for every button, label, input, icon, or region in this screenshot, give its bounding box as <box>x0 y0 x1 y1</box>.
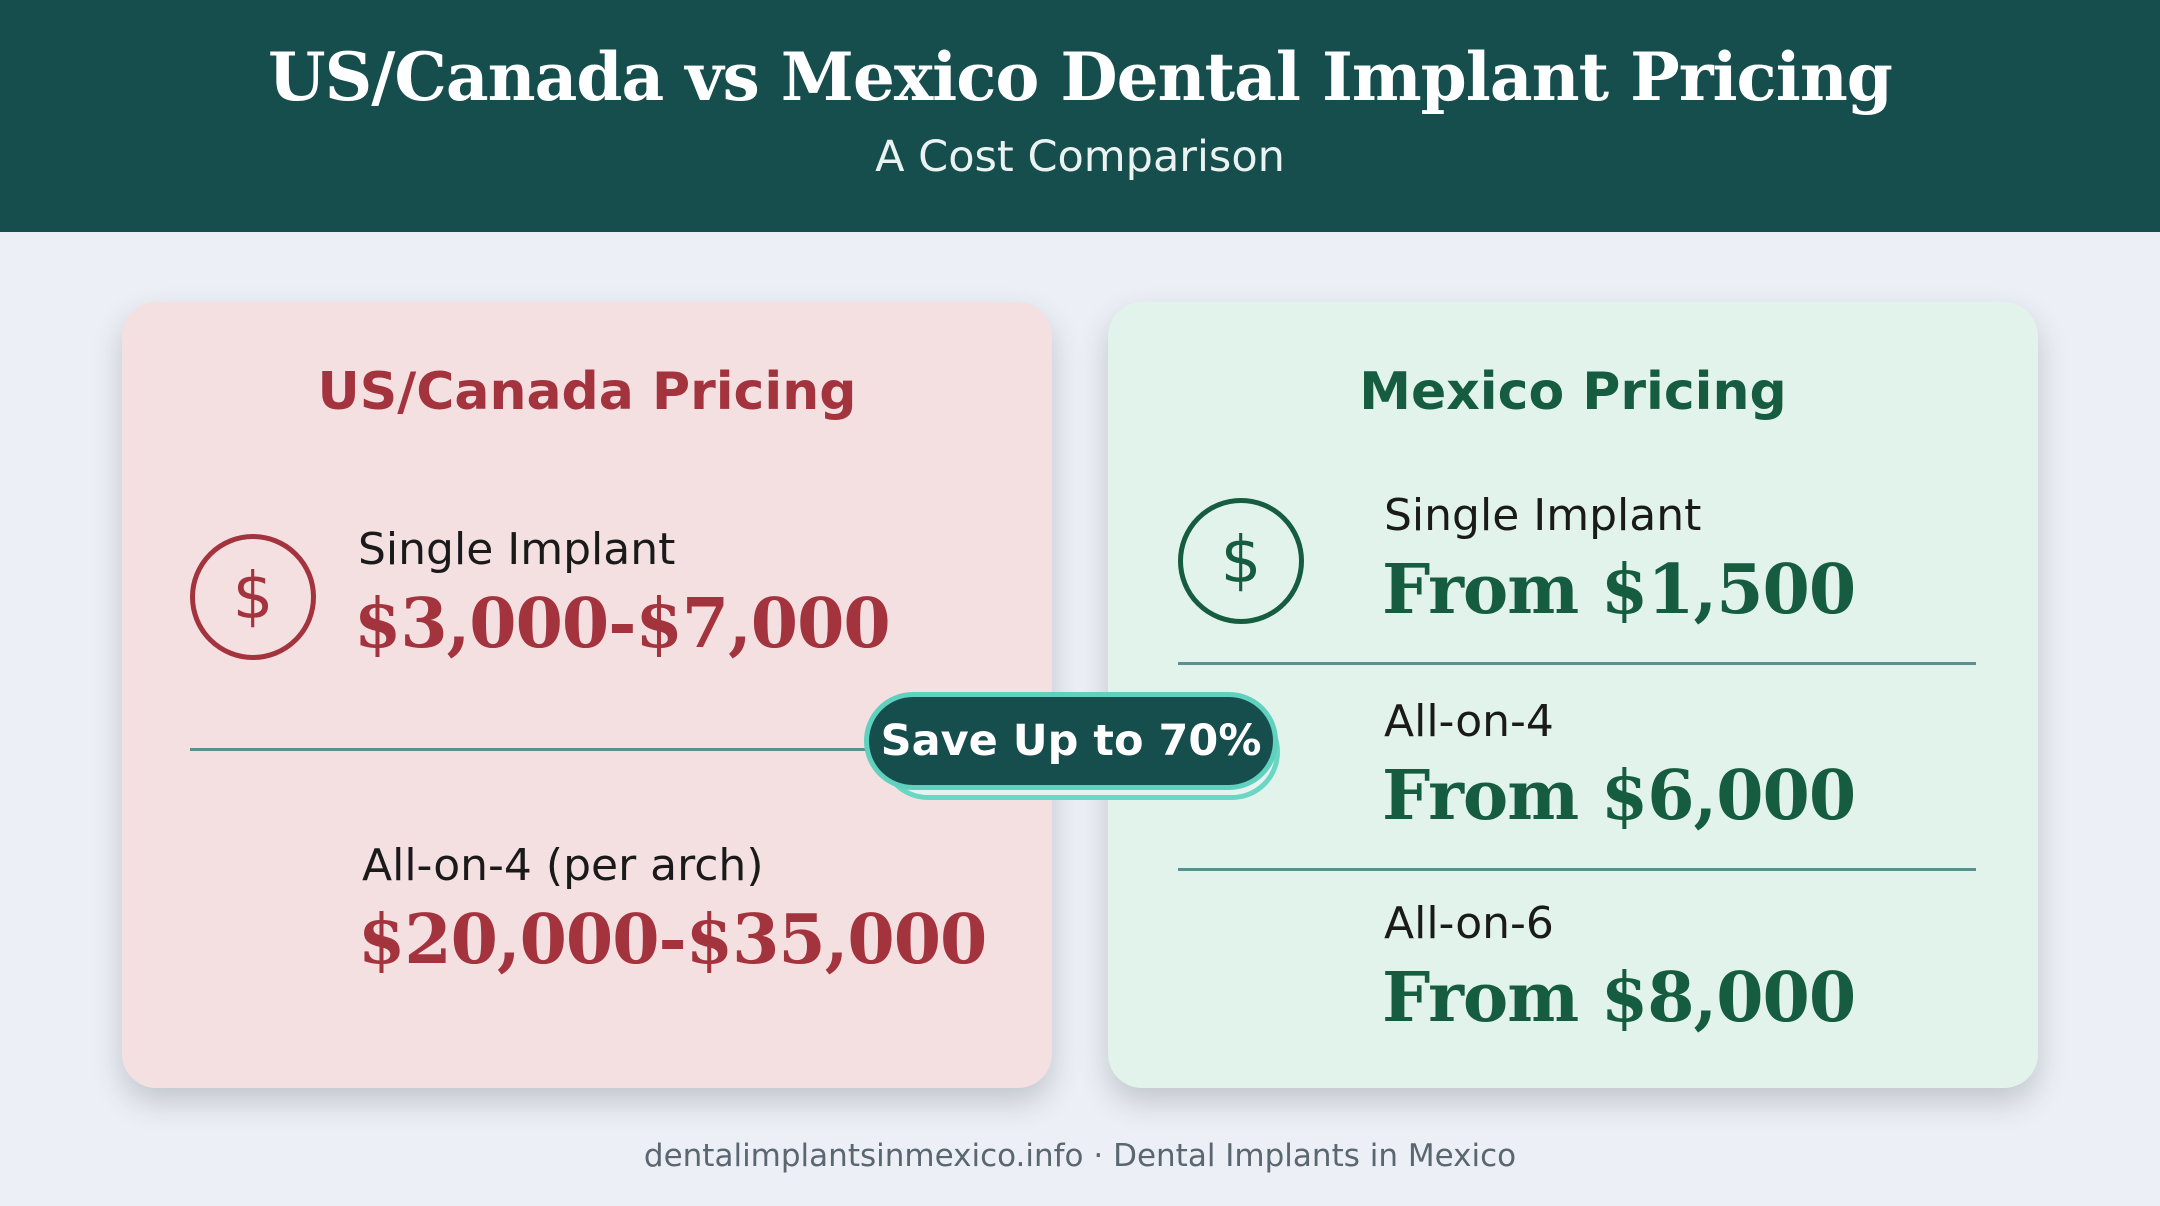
dollar-circle-icon: $ <box>190 534 316 660</box>
us-all-on-4-label: All-on-4 (per arch) <box>362 840 764 891</box>
mexico-all-on-6-label: All-on-6 <box>1384 898 1554 949</box>
mexico-card-divider-1 <box>1178 662 1976 665</box>
mexico-single-implant-price: From $1,500 <box>1382 550 1856 630</box>
us-single-implant-label: Single Implant <box>358 524 676 575</box>
us-all-on-4-price: $20,000-$35,000 <box>358 900 987 980</box>
header-banner: US/Canada vs Mexico Dental Implant Prici… <box>0 0 2160 232</box>
mexico-card-title: Mexico Pricing <box>1359 362 1787 422</box>
mexico-all-on-6-price: From $8,000 <box>1382 958 1856 1038</box>
mexico-single-implant-label: Single Implant <box>1384 490 1702 541</box>
dollar-circle-icon: $ <box>1178 498 1304 624</box>
mexico-card-divider-2 <box>1178 868 1976 871</box>
page-subtitle: A Cost Comparison <box>875 132 1285 182</box>
page-title: US/Canada vs Mexico Dental Implant Prici… <box>268 38 1893 116</box>
us-card-divider <box>190 748 990 751</box>
mexico-pricing-card: Mexico Pricing $ Single Implant From $1,… <box>1108 302 2038 1088</box>
save-badge-label: Save Up to 70% <box>864 692 1278 790</box>
mexico-all-on-4-label: All-on-4 <box>1384 696 1554 747</box>
mexico-all-on-4-price: From $6,000 <box>1382 756 1856 836</box>
save-badge: Save Up to 70% <box>864 692 1282 800</box>
footer-credit: dentalimplantsinmexico.info · Dental Imp… <box>643 1138 1517 1174</box>
us-single-implant-price: $3,000-$7,000 <box>354 584 891 664</box>
us-canada-card-title: US/Canada Pricing <box>317 362 857 422</box>
